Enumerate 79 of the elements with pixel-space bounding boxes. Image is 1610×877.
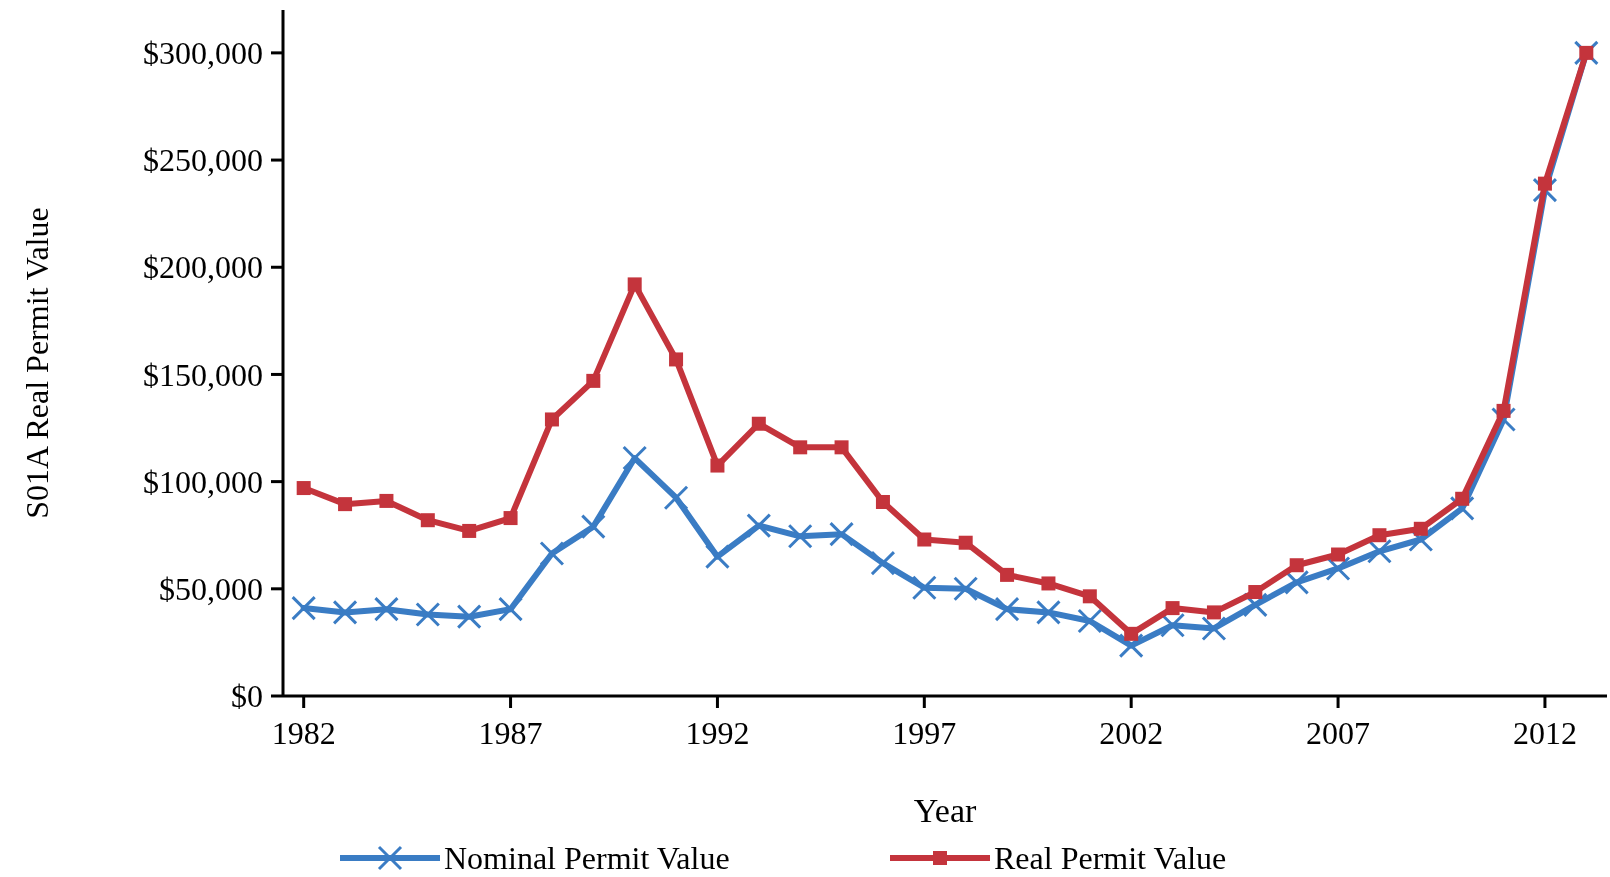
point (751, 416, 766, 431)
x-tick-label: 1992 (685, 715, 750, 751)
point (420, 513, 435, 528)
y-tick-label: $200,000 (143, 249, 263, 286)
point (958, 535, 973, 550)
y-tick-label: $300,000 (143, 35, 263, 72)
y-tick-label: $250,000 (143, 142, 263, 179)
x-tick-label: 2002 (1099, 715, 1164, 751)
point (1372, 528, 1387, 543)
point (456, 604, 482, 630)
point (1242, 592, 1268, 618)
point (1366, 538, 1392, 564)
point (704, 544, 730, 570)
point (1041, 576, 1056, 591)
point (296, 481, 311, 496)
point (917, 532, 932, 547)
point (1000, 567, 1015, 582)
point (1455, 491, 1470, 506)
point (870, 550, 896, 576)
point (994, 596, 1020, 622)
point (627, 277, 642, 292)
point (1160, 612, 1186, 638)
point (1325, 555, 1351, 581)
x-tick-label: 2012 (1512, 715, 1577, 751)
point (1165, 601, 1180, 616)
point (1537, 176, 1552, 191)
legend-label: Real Permit Value (994, 840, 1227, 877)
y-tick-label: $50,000 (159, 571, 263, 608)
point (379, 493, 394, 508)
point (829, 521, 855, 547)
y-tick-label: $0 (231, 678, 263, 715)
point (1496, 403, 1511, 418)
y-tick-label: $150,000 (143, 356, 263, 393)
point (338, 497, 353, 512)
point (1289, 558, 1304, 573)
x-tick-label: 2007 (1306, 715, 1371, 751)
point (1206, 605, 1221, 620)
point (1413, 521, 1428, 536)
point (291, 595, 317, 621)
point (911, 575, 937, 601)
point (622, 445, 648, 471)
point (586, 373, 601, 388)
point (953, 576, 979, 602)
point (710, 458, 725, 473)
point (1248, 585, 1263, 600)
point (415, 602, 441, 628)
x-tick-label: 1987 (478, 715, 543, 751)
point (834, 440, 849, 455)
point (1035, 599, 1061, 625)
y-tick-label: $100,000 (143, 463, 263, 500)
point (503, 511, 518, 526)
point (539, 540, 565, 566)
y-axis-title: S01A Real Permit Value (19, 207, 55, 519)
point (373, 596, 399, 622)
point (1408, 527, 1434, 553)
point (544, 412, 559, 427)
x-tick-label: 1997 (892, 715, 957, 751)
x-axis-title: Year (913, 792, 977, 829)
point (1331, 547, 1346, 562)
point (663, 485, 689, 511)
point (580, 514, 606, 540)
x-tick-label: 1982 (271, 715, 336, 751)
point (1077, 608, 1103, 634)
legend-label: Nominal Permit Value (444, 840, 730, 877)
point (1579, 45, 1594, 60)
point (462, 523, 477, 538)
point (332, 599, 358, 625)
point (1201, 615, 1227, 641)
point (1449, 495, 1475, 521)
point (498, 596, 524, 622)
point (1082, 589, 1097, 604)
point (875, 494, 890, 509)
point (1118, 633, 1144, 659)
point (793, 440, 808, 455)
point (746, 513, 772, 539)
point (1124, 626, 1139, 641)
point (787, 523, 813, 549)
point (1284, 569, 1310, 595)
point (669, 352, 684, 367)
